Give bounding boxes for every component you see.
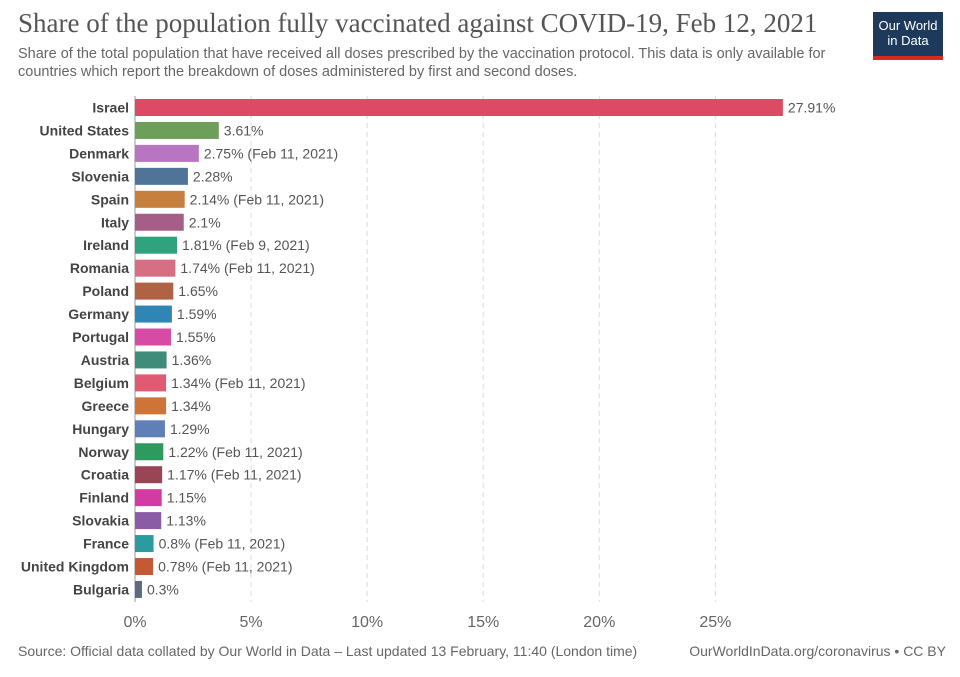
category-label: Finland — [79, 490, 129, 506]
x-tick-label: 5% — [240, 614, 263, 631]
owid-logo[interactable]: Our World in Data — [873, 12, 943, 60]
bar — [135, 535, 154, 553]
category-label: Spain — [91, 191, 129, 207]
bar — [135, 167, 188, 185]
value-label: 1.22% (Feb 11, 2021) — [168, 444, 302, 460]
source-note: Source: Official data collated by Our Wo… — [18, 643, 638, 659]
category-label: Greece — [82, 398, 130, 414]
value-label: 2.28% — [193, 168, 233, 184]
category-label: Germany — [68, 306, 129, 322]
site-link[interactable]: OurWorldInData.org/coronavirus • CC BY — [689, 643, 946, 659]
bar — [135, 144, 199, 162]
chart-subtitle: Share of the total population that have … — [18, 46, 826, 80]
value-label: 1.29% — [170, 421, 210, 437]
value-label: 0.78% (Feb 11, 2021) — [158, 559, 292, 575]
bar — [135, 558, 154, 575]
bar — [135, 443, 164, 461]
bar — [135, 190, 185, 208]
bar — [135, 236, 178, 254]
value-label: 1.34% — [171, 398, 211, 414]
bar — [135, 489, 162, 507]
bar — [135, 99, 783, 116]
x-tick-label: 10% — [351, 614, 383, 631]
value-label: 1.15% — [167, 490, 207, 506]
value-label: 1.65% — [178, 283, 218, 299]
bar — [135, 397, 167, 415]
value-label: 2.75% (Feb 11, 2021) — [204, 145, 338, 161]
category-label: Hungary — [72, 421, 129, 437]
bar — [135, 512, 162, 530]
bar — [135, 580, 142, 598]
bar — [135, 420, 165, 438]
value-label: 1.36% — [172, 352, 212, 368]
value-label: 1.13% — [166, 513, 206, 529]
bar — [135, 259, 176, 277]
logo-line-1: Our World — [878, 18, 938, 33]
chart-title: Share of the population fully vaccinated… — [18, 8, 818, 38]
category-label: Portugal — [72, 329, 129, 345]
category-label: Denmark — [69, 145, 129, 161]
category-label: Poland — [82, 283, 129, 299]
category-label: Ireland — [83, 237, 129, 253]
category-label: Israel — [92, 100, 129, 116]
value-label: 1.34% (Feb 11, 2021) — [171, 375, 305, 391]
category-label: France — [83, 536, 129, 552]
category-label: United States — [40, 122, 130, 138]
value-label: 1.74% (Feb 11, 2021) — [180, 260, 314, 276]
bar — [135, 374, 167, 392]
category-label: Croatia — [81, 467, 129, 483]
value-label: 2.1% — [189, 214, 221, 230]
value-label: 1.55% — [176, 329, 216, 345]
bar — [135, 121, 219, 139]
value-label: 0.3% — [147, 581, 179, 597]
value-label: 2.14% (Feb 11, 2021) — [190, 191, 324, 207]
category-labels: Israel United States Denmark Slovenia Spain I… — [21, 100, 129, 598]
value-label: 27.91% — [788, 100, 835, 116]
category-label: Austria — [81, 352, 129, 368]
bar — [135, 213, 184, 231]
category-label: Italy — [101, 214, 129, 230]
x-tick-label: 25% — [699, 614, 731, 631]
bar — [135, 351, 167, 369]
x-tick-label: 20% — [583, 614, 615, 631]
category-label: Slovenia — [71, 168, 129, 184]
x-axis-ticks: 0% 5% 10% 15% 20% 25% — [123, 614, 731, 631]
bar — [135, 305, 172, 323]
bar — [135, 282, 174, 300]
category-label: Slovakia — [72, 513, 129, 529]
value-label: 1.17% (Feb 11, 2021) — [167, 467, 301, 483]
bar — [135, 466, 163, 484]
x-tick-label: 15% — [467, 614, 499, 631]
bar — [135, 328, 171, 346]
value-label: 0.8% (Feb 11, 2021) — [159, 536, 286, 552]
category-label: Belgium — [74, 375, 129, 391]
value-label: 1.59% — [177, 306, 217, 322]
x-tick-label: 0% — [123, 614, 146, 631]
value-label: 1.81% (Feb 9, 2021) — [182, 237, 310, 253]
category-label: Bulgaria — [73, 581, 129, 597]
category-label: Romania — [70, 260, 129, 276]
value-label: 3.61% — [224, 122, 264, 138]
category-label: United Kingdom — [21, 559, 129, 575]
value-labels: 27.91% 3.61% 2.75% (Feb 11, 2021) 2.28% 2.14… — [147, 100, 835, 598]
bars — [135, 99, 783, 598]
category-label: Norway — [78, 444, 129, 460]
logo-line-2: in Data — [887, 33, 929, 48]
